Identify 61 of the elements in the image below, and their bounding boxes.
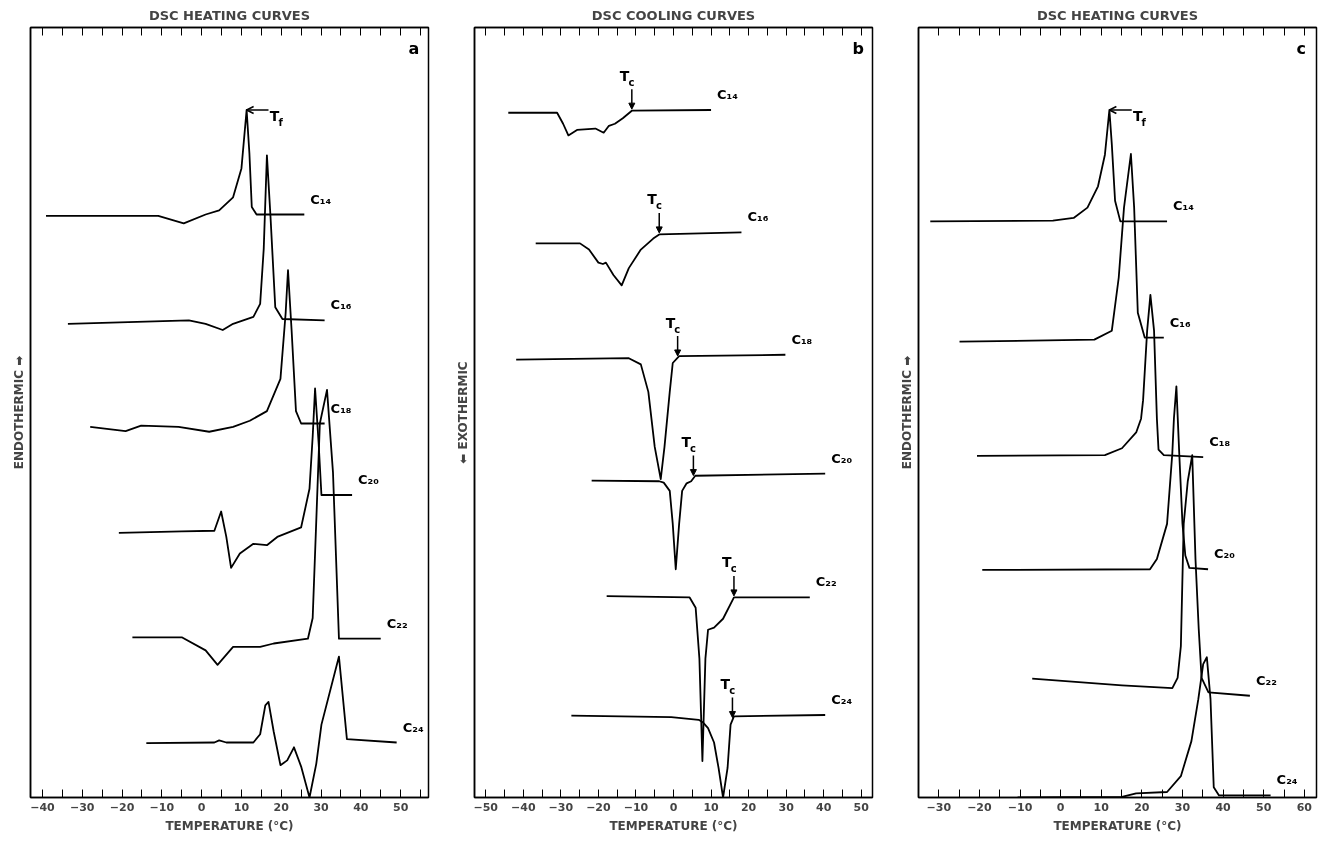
x-tick-label: 50 (392, 800, 409, 814)
series-label: C₂₂ (815, 574, 837, 590)
chart-title: DSC HEATING CURVES (148, 7, 311, 23)
series-label: C₁₆ (1169, 314, 1192, 330)
series-label: C₂₀ (358, 472, 380, 487)
x-tick-label: −10 (149, 800, 175, 814)
x-tick-label: 30 (778, 800, 795, 814)
x-tick-label: 20 (273, 800, 290, 814)
series-label: C₂₄ (831, 692, 853, 707)
text: c (1296, 38, 1307, 58)
series-label: C₁₈ (791, 331, 813, 347)
series-label: C₂₄ (402, 719, 424, 735)
chart-title: DSC COOLING CURVES (591, 7, 756, 23)
x-tick-label: 0 (669, 800, 678, 814)
series-label: C₂₀ (831, 450, 853, 466)
x-tick-label: −30 (548, 800, 574, 814)
x-tick-label: −40 (30, 800, 56, 814)
x-tick-label: −20 (109, 800, 135, 814)
x-tick-label: −30 (926, 800, 952, 814)
series-label: C₂₂ (386, 615, 408, 631)
y-axis-title: ENDOTHERMIC ➡ (11, 355, 26, 470)
x-tick-label: 10 (703, 800, 720, 814)
y-axis-title: ENDOTHERMIC ➡ (899, 355, 914, 470)
x-tick-label: 0 (1056, 800, 1065, 814)
x-tick-label: 20 (1134, 800, 1150, 814)
x-axis-title: TEMPERATURE (°C) (609, 818, 738, 833)
series-label: C₂₀ (1214, 546, 1236, 562)
x-tick-label: 40 (1215, 800, 1232, 814)
series-label: C₂₂ (1255, 672, 1277, 688)
x-tick-label: 30 (1174, 800, 1191, 814)
x-tick-label: −20 (967, 800, 993, 814)
series-label: C₁₆ (330, 297, 352, 313)
x-tick-label: 40 (816, 800, 832, 814)
x-tick-label: 40 (353, 800, 369, 814)
series-label: C₁₄ (310, 191, 332, 207)
x-tick-label: 60 (1296, 800, 1313, 814)
x-axis-title: TEMPERATURE (°C) (165, 818, 294, 833)
x-tick-label: 50 (1256, 800, 1272, 814)
series-label: C₁₈ (1209, 434, 1231, 450)
series-label: C₁₄ (1173, 198, 1195, 214)
x-tick-label: 20 (740, 800, 757, 814)
x-tick-label: −30 (69, 800, 95, 814)
x-tick-label: 10 (233, 800, 250, 814)
series-label: C₁₆ (747, 209, 769, 225)
x-tick-label: 30 (313, 800, 330, 814)
x-tick-label: −50 (473, 800, 499, 814)
text: b (852, 38, 865, 58)
series-label: C₂₄ (1276, 772, 1298, 788)
x-axis-title: TEMPERATURE (°C) (1053, 818, 1182, 833)
x-tick-label: 0 (197, 800, 206, 814)
text: a (408, 38, 420, 58)
x-tick-label: −10 (623, 800, 649, 814)
x-tick-label: −40 (511, 800, 536, 814)
x-tick-label: −10 (1007, 800, 1033, 814)
chart-title: DSC HEATING CURVES (1036, 7, 1199, 23)
series-label: C₁₄ (717, 87, 739, 102)
x-tick-label: 10 (1093, 800, 1110, 814)
series-label: C₁₈ (330, 400, 352, 416)
x-tick-label: 50 (853, 800, 870, 814)
x-tick-label: −20 (586, 800, 612, 814)
y-axis-title: ⬅ EXOTHERMIC (455, 361, 470, 464)
